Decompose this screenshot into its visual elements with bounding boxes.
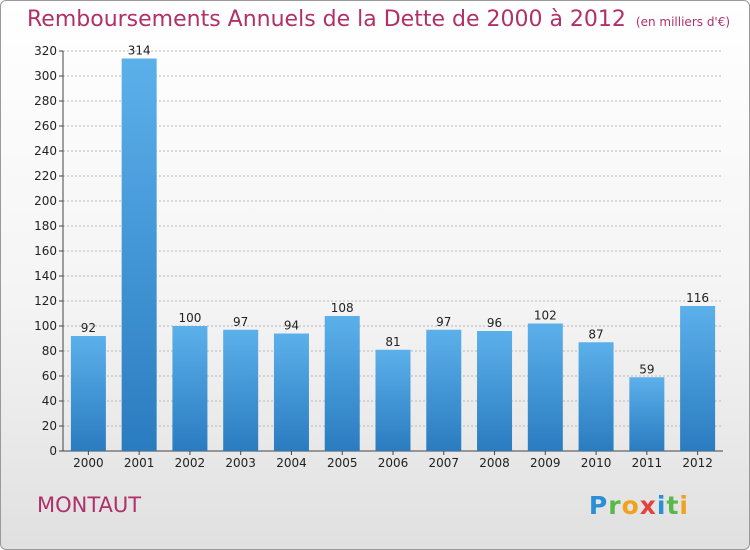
x-tick-label: 2010 [581,456,612,470]
y-tick-label: 80 [42,344,57,358]
commune-name: MONTAUT [37,493,142,517]
bar [375,349,411,451]
y-tick-label: 160 [34,244,57,258]
chart-subtitle: (en milliers d'€) [635,15,731,29]
logo-letter: o [621,491,640,520]
bar [70,336,106,451]
y-tick-label: 220 [34,169,57,183]
y-tick-label: 320 [34,44,57,58]
y-tick-label: 260 [34,119,57,133]
logo-letter: t [666,491,680,520]
y-tick-label: 100 [34,319,57,333]
x-tick-label: 2006 [378,456,409,470]
bar [121,58,157,451]
x-tick-label: 2008 [479,456,510,470]
y-tick-label: 180 [34,219,57,233]
y-tick-label: 240 [34,144,57,158]
y-tick-label: 40 [42,394,57,408]
bar-value-label: 100 [178,311,201,325]
bar [426,329,462,451]
bar-value-label: 97 [233,315,248,329]
bar-value-label: 81 [385,335,400,349]
logo-letter: P [588,491,609,520]
y-tick-label: 200 [34,194,57,208]
chart-title-text: Remboursements Annuels de la Dette de 20… [27,7,626,32]
bar-value-label: 116 [686,291,709,305]
x-tick-label: 2000 [73,456,104,470]
y-tick-label: 120 [34,294,57,308]
bar [324,316,360,451]
y-tick-label: 0 [49,444,57,458]
bar [223,329,259,451]
bar [629,377,665,451]
logo-letter: i [656,491,667,520]
y-tick-label: 20 [42,419,57,433]
bar [273,333,309,451]
bar [578,342,614,451]
x-tick-label: 2007 [428,456,459,470]
bars [70,58,716,451]
bar-value-label: 87 [588,327,603,341]
bar-value-label: 94 [284,319,299,333]
x-tick-label: 2001 [124,456,155,470]
labels: 92 2000 314 2001 100 2002 97 2003 94 2004 108 2005 8… [73,44,713,471]
bar [172,326,208,451]
x-tick-label: 2005 [327,456,358,470]
bar-value-label: 314 [128,44,151,58]
x-tick-label: 2012 [682,456,713,470]
x-tick-label: 2011 [632,456,663,470]
y-tick-label: 60 [42,369,57,383]
bar-value-label: 97 [436,315,451,329]
chart-title: Remboursements Annuels de la Dette de 20… [27,7,730,32]
logo-letter: r [608,491,622,520]
bar [527,323,563,451]
y-tick-label: 140 [34,269,57,283]
bar [477,331,513,451]
logo-letter: i [679,491,689,520]
bar-value-label: 102 [534,309,557,323]
y-tick-label: 300 [34,69,57,83]
bar [680,306,716,451]
y-tick-label: 280 [34,94,57,108]
x-tick-label: 2009 [530,456,561,470]
x-tick-label: 2004 [276,456,307,470]
x-tick-label: 2002 [175,456,206,470]
bar-value-label: 59 [639,362,654,376]
bar-value-label: 92 [81,321,96,335]
x-tick-label: 2003 [225,456,256,470]
logo-letter: x [639,491,657,520]
bar-value-label: 108 [331,301,354,315]
bar-value-label: 96 [487,316,502,330]
axes: 0 20 40 60 80 100 120 140 160 180 200 220 240 260 280 3… [34,44,723,458]
proxiti-logo: Proxiti [589,491,689,520]
